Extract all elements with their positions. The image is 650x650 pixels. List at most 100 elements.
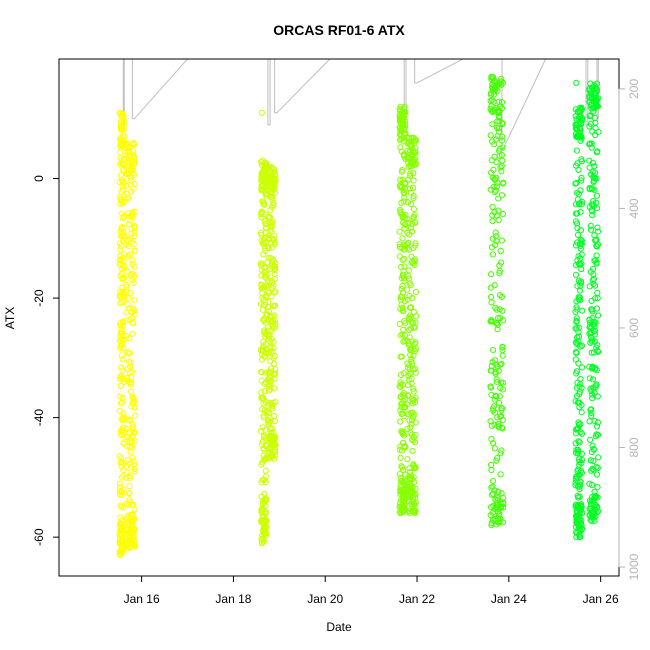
- data-point: [259, 532, 266, 539]
- data-point: [492, 229, 499, 236]
- data-point: [267, 207, 274, 214]
- data-point: [408, 431, 415, 438]
- data-point: [497, 315, 504, 322]
- data-point: [265, 298, 272, 305]
- data-point: [129, 257, 136, 264]
- data-point: [124, 171, 131, 178]
- data-point: [271, 312, 278, 319]
- data-point: [500, 499, 507, 506]
- data-point: [488, 293, 495, 301]
- data-point: [131, 297, 138, 304]
- data-point: [495, 207, 502, 214]
- right-tick-label: 400: [627, 198, 641, 218]
- data-point: [396, 136, 404, 143]
- data-point: [488, 461, 495, 469]
- data-point: [593, 305, 601, 312]
- data-point: [575, 360, 582, 367]
- data-point: [404, 456, 411, 463]
- data-point: [125, 210, 132, 217]
- data-point: [129, 261, 136, 268]
- data-point: [499, 352, 506, 359]
- data-point: [125, 253, 132, 260]
- data-point: [411, 136, 419, 143]
- data-point: [586, 363, 593, 370]
- data-point: [577, 376, 584, 383]
- data-point: [131, 247, 138, 254]
- data-point: [262, 524, 270, 531]
- x-tick-label: Jan 24: [491, 592, 527, 606]
- data-point: [408, 375, 415, 382]
- data-point: [572, 440, 579, 447]
- data-point: [496, 306, 503, 313]
- data-point: [493, 136, 500, 143]
- data-point: [591, 282, 599, 289]
- data-point: [573, 392, 581, 399]
- data-point: [396, 241, 403, 248]
- data-point: [396, 471, 403, 478]
- data-point: [399, 410, 406, 417]
- data-point: [268, 259, 275, 266]
- data-point: [578, 117, 586, 124]
- data-point: [130, 153, 137, 160]
- data-point: [574, 446, 582, 453]
- data-point: [117, 345, 124, 352]
- data-point: [126, 530, 133, 537]
- data-point: [494, 133, 501, 140]
- data-point: [587, 436, 594, 443]
- data-point: [124, 301, 131, 308]
- data-point: [499, 346, 506, 354]
- data-point: [130, 240, 137, 248]
- data-point: [594, 228, 602, 235]
- data-point: [267, 327, 274, 334]
- data-point: [487, 512, 494, 519]
- data-point: [401, 392, 408, 399]
- data-point: [573, 516, 580, 524]
- data-point: [259, 290, 266, 297]
- data-point: [262, 467, 269, 474]
- data-point: [594, 103, 602, 110]
- data-point: [124, 434, 131, 441]
- data-point: [591, 163, 598, 170]
- data-point: [410, 309, 417, 316]
- data-point: [492, 241, 499, 248]
- data-point: [123, 474, 130, 481]
- data-point: [488, 522, 495, 529]
- data-point: [400, 428, 407, 436]
- data-point: [499, 79, 506, 86]
- data-point: [399, 166, 406, 174]
- data-point: [576, 471, 583, 478]
- data-point: [265, 333, 273, 340]
- data-point: [488, 73, 495, 81]
- data-point: [259, 476, 266, 484]
- data-point: [589, 442, 596, 449]
- data-point: [494, 321, 501, 328]
- data-point: [265, 418, 272, 425]
- data-point: [595, 454, 602, 461]
- data-point: [260, 536, 267, 543]
- data-point: [397, 454, 404, 461]
- data-point: [272, 288, 279, 295]
- data-point: [258, 210, 265, 217]
- data-point: [411, 162, 418, 169]
- data-point: [410, 170, 417, 177]
- data-point: [492, 79, 500, 86]
- data-point: [406, 334, 413, 341]
- data-point: [410, 413, 417, 420]
- data-point: [498, 192, 506, 199]
- data-point: [131, 526, 138, 533]
- data-point: [263, 409, 270, 416]
- data-point: [491, 282, 498, 289]
- data-point: [120, 274, 128, 282]
- data-point: [263, 349, 270, 356]
- data-point: [399, 464, 406, 471]
- data-point: [575, 191, 582, 198]
- data-point: [397, 103, 404, 110]
- data-point: [498, 424, 505, 431]
- data-point: [125, 295, 132, 302]
- data-point: [572, 218, 580, 225]
- data-point: [409, 409, 416, 416]
- data-point: [487, 383, 494, 390]
- data-point: [116, 531, 123, 538]
- data-point: [116, 548, 123, 555]
- y-tick-label: -60: [32, 528, 46, 546]
